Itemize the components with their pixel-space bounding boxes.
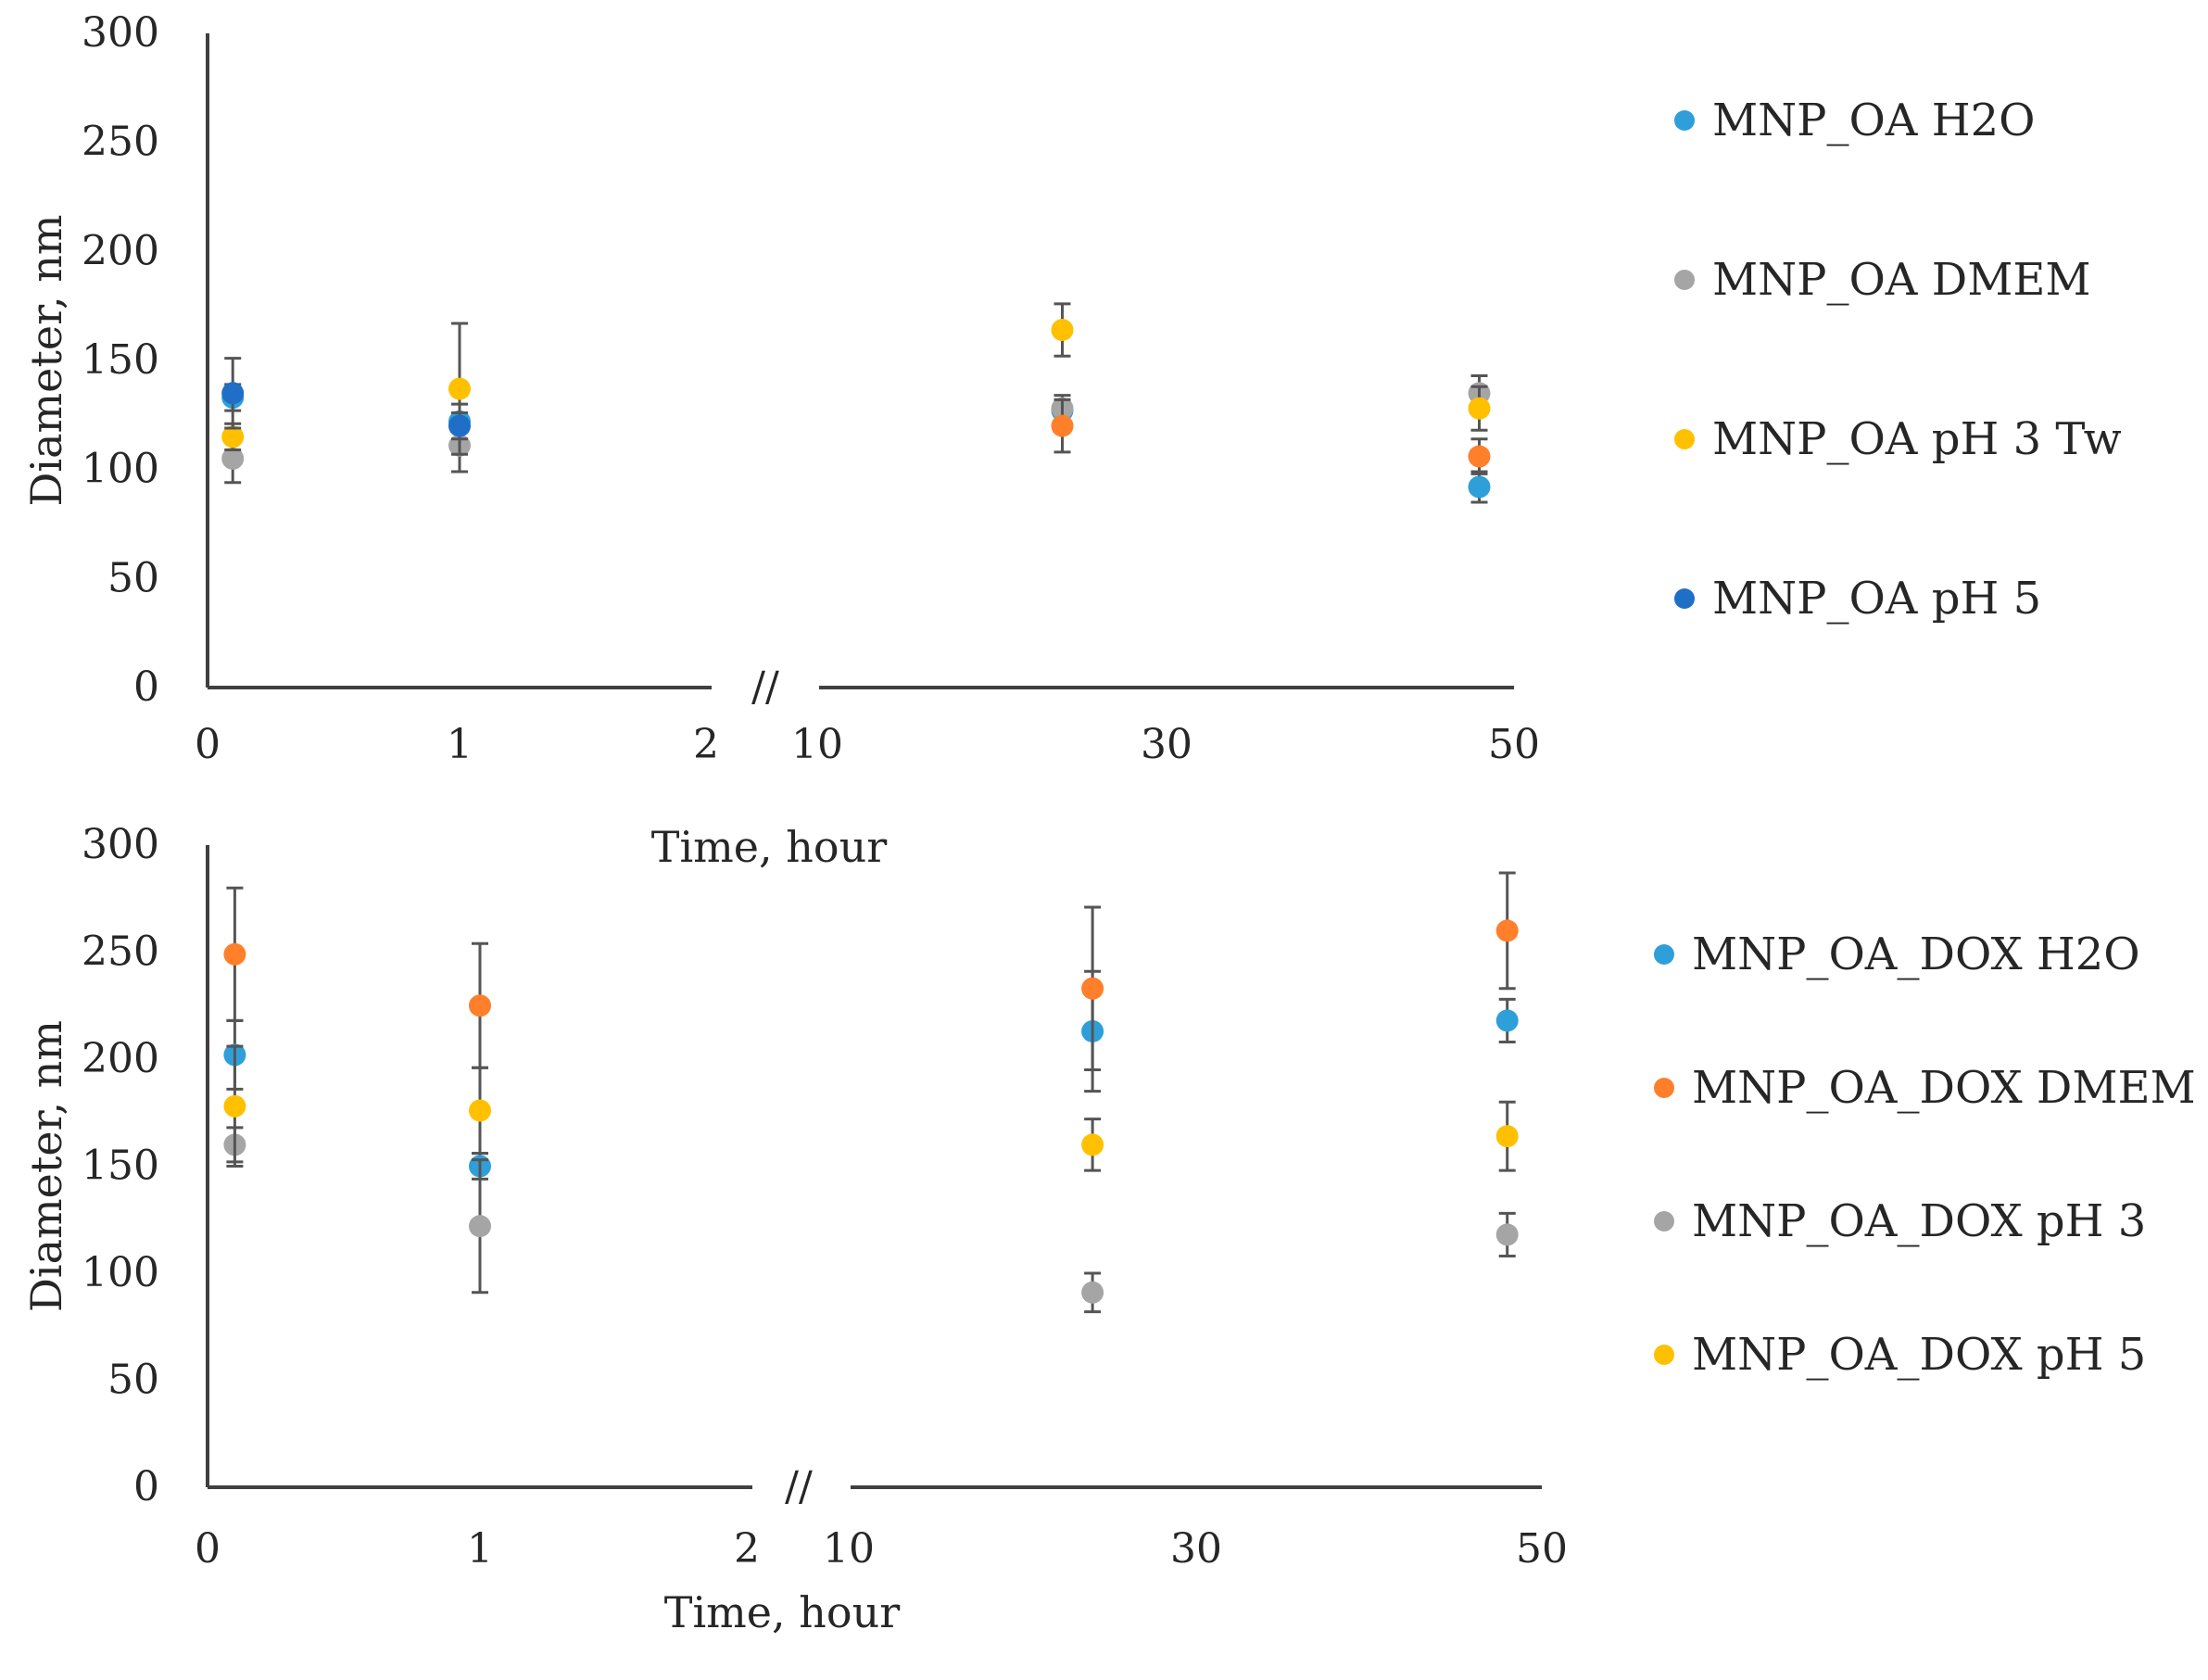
legend-label: MNP_OA H2O <box>1712 95 2035 146</box>
bottom-chart: // 0 50 100 150 200 250 300 0 1 2 10 30 50 Diameter, n… <box>21 821 2196 1637</box>
y-tick-label: 250 <box>82 928 159 976</box>
x-tick-label: 1 <box>467 1525 493 1573</box>
x-tick-label: 50 <box>1488 721 1540 768</box>
data-point <box>1495 1223 1519 1246</box>
legend-label: MNP_OA_DOX pH 5 <box>1692 1329 2146 1381</box>
data-point <box>1468 445 1491 468</box>
y-tick-label: 50 <box>107 1357 159 1404</box>
y-tick-label: 300 <box>82 9 159 57</box>
data-point <box>448 414 471 437</box>
x-tick-label: 0 <box>195 721 221 768</box>
y-tick-label: 100 <box>82 1249 159 1296</box>
data-point <box>469 1215 491 1238</box>
data-point <box>1468 475 1491 499</box>
y-axis-title: Diameter, nm <box>21 215 71 507</box>
data-point <box>1051 414 1074 437</box>
axis-break-mark: // <box>751 663 779 711</box>
y-tick-label: 50 <box>107 554 159 601</box>
data-point <box>221 382 245 405</box>
y-axis-title: Diameter, nm <box>21 1020 71 1312</box>
legend-marker <box>1674 429 1695 449</box>
legend-marker <box>1674 270 1695 290</box>
data-point <box>1051 319 1074 342</box>
y-tick-label: 200 <box>82 1035 159 1082</box>
x-tick-label: 50 <box>1516 1525 1568 1573</box>
data-point <box>1495 1125 1519 1148</box>
data-point <box>448 377 471 400</box>
data-point <box>469 1099 491 1122</box>
x-axis-title: Time, hour <box>651 822 887 872</box>
data-point <box>223 1094 246 1118</box>
y-tick-label: 300 <box>82 821 159 868</box>
data-point <box>469 994 491 1017</box>
legend-marker <box>1674 110 1695 131</box>
x-tick-label: 0 <box>195 1525 221 1573</box>
legend-marker <box>1654 1211 1674 1232</box>
legend-marker <box>1654 1078 1674 1098</box>
x-axis-title: Time, hour <box>664 1587 900 1637</box>
legend-label: MNP_OA DMEM <box>1712 254 2091 306</box>
data-point <box>223 942 246 966</box>
data-point <box>1495 1009 1519 1032</box>
data-point <box>1081 1133 1104 1156</box>
x-tick-label: 10 <box>823 1525 875 1573</box>
data-point <box>221 425 245 448</box>
data-point <box>1468 397 1491 420</box>
y-tick-label: 100 <box>82 446 159 493</box>
x-tick-label: 30 <box>1141 721 1192 768</box>
legend-label: MNP_OA_DOX pH 3 <box>1692 1195 2146 1247</box>
data-point <box>1081 977 1104 1000</box>
x-tick-label: 10 <box>791 721 843 768</box>
x-tick-label: 1 <box>447 721 473 768</box>
legend-label: MNP_OA pH 5 <box>1712 573 2041 625</box>
legend-marker <box>1674 588 1695 609</box>
legend-label: MNP_OA_DOX H2O <box>1692 928 2140 980</box>
y-tick-label: 150 <box>82 1143 159 1190</box>
y-tick-label: 250 <box>82 119 159 166</box>
legend-label: MNP_OA pH 3 Tw <box>1712 413 2122 465</box>
legend-label: MNP_OA_DOX DMEM <box>1692 1062 2196 1114</box>
y-tick-label: 200 <box>82 227 159 274</box>
x-tick-label: 2 <box>693 721 719 768</box>
x-tick-label: 2 <box>734 1525 760 1573</box>
data-point <box>1495 919 1519 942</box>
legend-marker <box>1654 1345 1674 1365</box>
y-tick-label: 150 <box>82 336 159 384</box>
top-chart: // 0 50 100 150 200 250 300 0 1 2 10 30 50 Diameter, n… <box>21 9 2122 872</box>
axis-break-mark: // <box>785 1463 813 1510</box>
x-tick-label: 30 <box>1170 1525 1222 1573</box>
data-point <box>1081 1281 1104 1304</box>
y-tick-label: 0 <box>133 1463 159 1510</box>
legend-marker <box>1654 944 1674 965</box>
data-point <box>221 447 245 470</box>
y-tick-label: 0 <box>133 663 159 711</box>
